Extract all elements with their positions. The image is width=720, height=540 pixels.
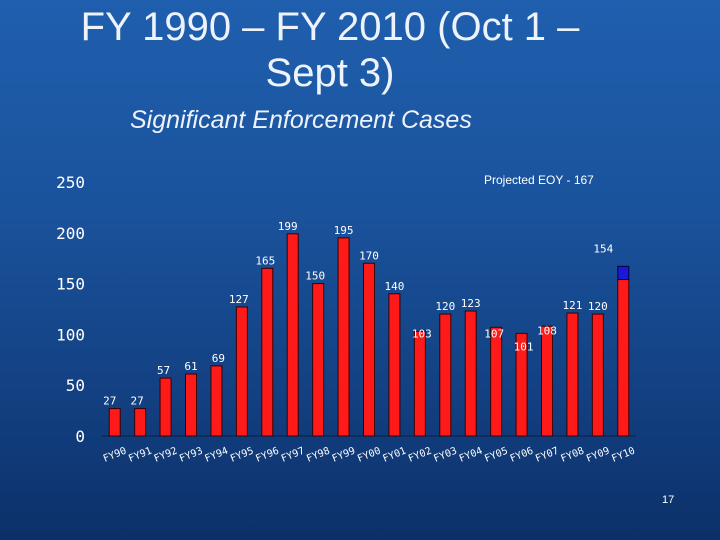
slide-title: FY 1990 – FY 2010 (Oct 1 – Sept 3) bbox=[0, 4, 660, 96]
x-tick-label-fy95: FY95 bbox=[229, 446, 255, 465]
chart-bars bbox=[108, 233, 630, 437]
bar-fy91 bbox=[134, 408, 147, 437]
data-label-fy10: 154 bbox=[593, 243, 613, 256]
x-tick-label-fy96: FY96 bbox=[254, 446, 280, 465]
x-tick-label-fy10: FY10 bbox=[610, 446, 636, 465]
data-label-fy95: 127 bbox=[229, 293, 249, 306]
x-tick-label-fy90: FY90 bbox=[102, 446, 128, 465]
data-label-fy97: 199 bbox=[278, 220, 298, 233]
data-label-fy04: 123 bbox=[461, 297, 481, 310]
bar-fy05 bbox=[490, 326, 503, 437]
chart-y-tick-labels: 0 50 100 150 200 250 bbox=[56, 173, 85, 446]
x-tick-label-fy04: FY04 bbox=[458, 446, 484, 465]
x-tick-label-fy98: FY98 bbox=[305, 446, 331, 465]
x-tick-label-fy06: FY06 bbox=[509, 446, 535, 465]
bar-fy02 bbox=[413, 330, 426, 437]
x-tick-label-fy94: FY94 bbox=[203, 446, 229, 465]
bar-fy04 bbox=[464, 310, 477, 437]
bar-fy96 bbox=[261, 267, 274, 437]
page-number: 17 bbox=[662, 494, 675, 506]
data-label-fy91: 27 bbox=[131, 395, 144, 408]
y-tick-label: 0 bbox=[75, 427, 85, 446]
data-label-fy08: 121 bbox=[562, 299, 582, 312]
bar-fy90 bbox=[108, 408, 121, 437]
bar-fy00 bbox=[363, 262, 375, 437]
data-label-fy09: 120 bbox=[588, 300, 608, 313]
bar-fy03 bbox=[439, 313, 452, 437]
x-tick-label-fy00: FY00 bbox=[356, 446, 382, 465]
x-tick-label-fy92: FY92 bbox=[153, 446, 179, 465]
data-label-fy05: 107 bbox=[484, 327, 504, 340]
bar-fy09 bbox=[591, 313, 604, 437]
bar-fy08 bbox=[566, 312, 579, 437]
slide-subtitle: Significant Enforcement Cases bbox=[130, 106, 472, 134]
x-tick-label-fy91: FY91 bbox=[127, 446, 153, 465]
data-label-fy94: 69 bbox=[212, 352, 225, 365]
y-tick-label: 100 bbox=[56, 325, 85, 344]
data-label-fy07: 108 bbox=[537, 324, 557, 337]
data-label-fy02: 103 bbox=[412, 327, 432, 340]
data-label-fy06: 101 bbox=[514, 340, 534, 353]
bar-fy95 bbox=[235, 306, 248, 437]
x-tick-label-fy08: FY08 bbox=[559, 446, 585, 465]
x-tick-label-fy07: FY07 bbox=[534, 446, 560, 465]
chart-data-labels: 27 27 57 61 69 127 165 199 150 195 170 140 103 120 123… bbox=[103, 220, 614, 408]
x-tick-label-fy01: FY01 bbox=[381, 446, 407, 465]
data-label-fy93: 61 bbox=[184, 360, 197, 373]
data-label-fy03: 120 bbox=[435, 300, 455, 313]
bar-fy06 bbox=[515, 332, 528, 437]
bar-fy97 bbox=[286, 233, 299, 437]
data-label-fy00: 170 bbox=[359, 249, 379, 262]
bar-fy01 bbox=[388, 293, 401, 437]
x-tick-label-fy05: FY05 bbox=[483, 446, 509, 465]
chart-x-tick-labels: FY90FY91FY92FY93FY94FY95FY96FY97FY98FY99… bbox=[102, 446, 637, 465]
y-tick-label: 50 bbox=[66, 376, 85, 395]
bar-fy07 bbox=[541, 325, 553, 437]
data-label-fy90: 27 bbox=[103, 395, 116, 408]
bar-fy92 bbox=[159, 377, 172, 437]
bar-fy10 bbox=[617, 279, 630, 437]
y-tick-label: 150 bbox=[56, 275, 85, 294]
bar-fy93 bbox=[185, 373, 197, 437]
slide-title-line-2: Sept 3) bbox=[265, 51, 395, 95]
x-tick-label-fy03: FY03 bbox=[432, 446, 458, 465]
projection-annotation: Projected EOY - 167 bbox=[484, 173, 594, 187]
x-tick-label-fy97: FY97 bbox=[280, 446, 306, 465]
data-label-fy98: 150 bbox=[305, 270, 325, 283]
y-tick-label: 200 bbox=[56, 224, 85, 243]
slide-title-line-1: FY 1990 – FY 2010 (Oct 1 – bbox=[80, 5, 580, 49]
x-tick-label-fy09: FY09 bbox=[585, 446, 611, 465]
projection-bar-segment bbox=[617, 265, 630, 281]
bar-fy94 bbox=[210, 365, 223, 437]
data-label-fy92: 57 bbox=[157, 364, 170, 377]
x-tick-label-fy99: FY99 bbox=[331, 446, 357, 465]
bar-fy98 bbox=[312, 283, 325, 437]
bar-fy99 bbox=[337, 237, 350, 437]
data-label-fy99: 195 bbox=[334, 224, 354, 237]
data-label-fy96: 165 bbox=[255, 254, 275, 267]
data-label-fy01: 140 bbox=[384, 280, 404, 293]
y-tick-label: 250 bbox=[56, 173, 85, 192]
x-tick-label-fy93: FY93 bbox=[178, 446, 204, 465]
x-tick-label-fy02: FY02 bbox=[407, 446, 433, 465]
